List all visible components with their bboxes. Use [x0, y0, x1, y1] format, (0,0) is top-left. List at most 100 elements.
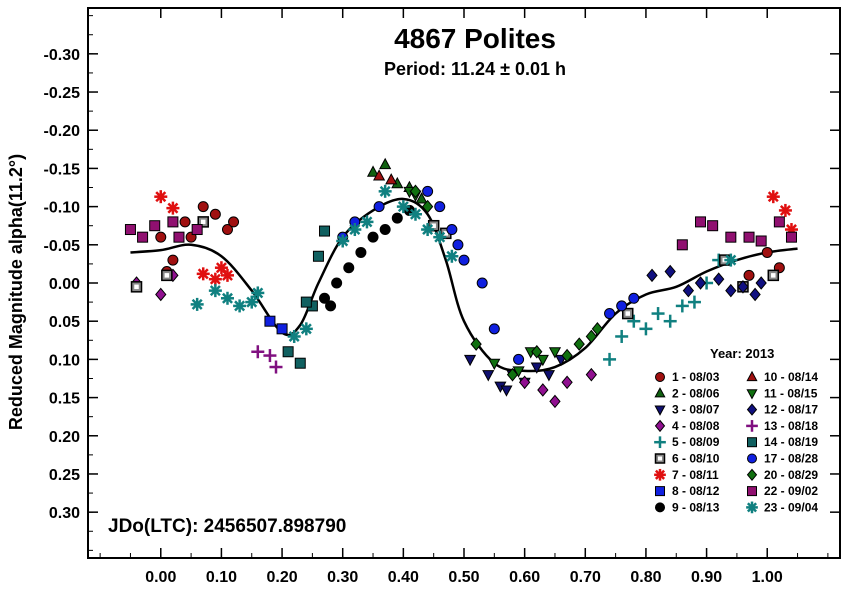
data-point — [694, 276, 707, 290]
data-point — [651, 307, 665, 321]
x-axis: 0.00 0.10 0.20 0.30 0.40 0.50 0.60 0.70 0.80 0.90… — [99, 8, 829, 586]
data-point — [687, 295, 701, 309]
data-point — [233, 299, 247, 313]
data-point — [616, 300, 628, 312]
data-point — [561, 348, 573, 363]
data-point — [615, 329, 629, 343]
data-point — [627, 314, 641, 328]
data-point — [463, 354, 477, 367]
data-point — [331, 277, 343, 289]
data-point — [773, 216, 785, 228]
data-point — [166, 201, 180, 215]
data-point — [518, 375, 531, 390]
legend-entry-label: 4 - 08/08 — [672, 419, 720, 433]
data-point — [263, 349, 277, 363]
data-point — [343, 262, 355, 274]
legend-entry-label: 17 - 08/28 — [764, 452, 818, 466]
data-point — [196, 267, 210, 281]
data-point — [785, 231, 797, 243]
data-point — [452, 239, 464, 251]
data-point — [445, 249, 459, 263]
legend-entry-label: 14 - 08/19 — [764, 435, 818, 449]
legend-marker — [747, 486, 757, 497]
y-axis-label: Reduced Magnitude alpha(11.2°) — [6, 154, 26, 430]
legend-marker — [655, 502, 665, 513]
legend-marker — [747, 437, 757, 448]
x-tick-label: 0.80 — [630, 569, 661, 586]
data-point — [488, 358, 501, 371]
data-point — [536, 354, 549, 367]
data-point — [725, 231, 737, 243]
data-point — [531, 344, 543, 359]
y-tick-label: 0.15 — [49, 391, 80, 408]
data-point — [604, 308, 616, 320]
data-point — [208, 272, 222, 286]
chart-title: 4867 Polites — [394, 23, 556, 54]
data-point — [695, 216, 707, 228]
data-point — [621, 307, 634, 320]
data-point — [707, 220, 719, 232]
y-tick-label: -0.20 — [44, 123, 81, 140]
legend-entry-label: 6 - 08/10 — [672, 452, 720, 466]
legend-marker — [654, 419, 666, 433]
data-point — [548, 347, 562, 359]
data-point — [209, 208, 221, 220]
legend-entry-label: 20 - 08/29 — [764, 468, 818, 482]
y-tick-label: -0.25 — [44, 85, 81, 102]
data-point — [149, 220, 161, 232]
data-point — [500, 385, 513, 397]
data-point — [766, 190, 780, 204]
x-tick-label: 0.40 — [388, 569, 419, 586]
x-tick-label: 0.70 — [570, 569, 601, 586]
data-point — [663, 314, 677, 328]
data-point — [208, 284, 222, 298]
data-point — [755, 276, 767, 290]
data-point — [530, 362, 543, 374]
legend-entry-label: 9 - 08/13 — [672, 500, 720, 514]
data-point — [422, 185, 434, 197]
data-point — [761, 246, 773, 258]
x-tick-label: 0.10 — [206, 569, 237, 586]
data-point — [628, 292, 640, 304]
x-tick-label: 0.30 — [327, 569, 358, 586]
data-point — [220, 291, 234, 305]
data-point — [355, 246, 367, 258]
data-point — [155, 231, 167, 243]
legend-entry-label: 1 - 08/03 — [672, 370, 720, 384]
data-point — [488, 323, 500, 335]
legend-marker — [746, 420, 758, 432]
legend-marker — [746, 370, 758, 382]
legend-marker — [747, 453, 757, 464]
data-point — [251, 345, 265, 359]
legend-entry-label: 7 - 08/11 — [672, 468, 719, 482]
data-point — [409, 184, 422, 199]
data-point — [434, 201, 446, 213]
data-point — [513, 353, 525, 365]
data-point — [137, 231, 149, 243]
y-tick-label: 0.20 — [49, 429, 80, 446]
x-tick-label: 0.90 — [691, 569, 722, 586]
data-point — [743, 269, 755, 281]
data-point — [287, 329, 301, 343]
data-point — [476, 277, 488, 289]
data-point — [724, 253, 738, 267]
data-point — [155, 287, 167, 302]
data-point — [512, 366, 525, 378]
epoch-annotation: JDo(LTC): 2456507.898790 — [108, 516, 346, 537]
data-point — [379, 224, 391, 236]
data-point — [221, 224, 233, 236]
y-axis: -0.30 -0.25 -0.20 -0.15 -0.10 -0.05 0.00 0.05 0.… — [44, 15, 840, 551]
data-point — [373, 169, 386, 181]
data-point — [245, 295, 259, 309]
data-point — [421, 199, 434, 214]
data-point — [664, 264, 676, 279]
data-point — [251, 286, 265, 300]
legend: Year: 2013 1 - 08/03 2 - 08/06 3 - 08/07 4 … — [654, 346, 818, 514]
data-point — [408, 207, 422, 221]
data-point — [639, 322, 653, 336]
data-point — [154, 190, 168, 204]
data-point — [319, 225, 331, 237]
data-point — [336, 234, 350, 248]
y-tick-label: -0.10 — [44, 200, 81, 217]
x-tick-label: 0.60 — [509, 569, 540, 586]
